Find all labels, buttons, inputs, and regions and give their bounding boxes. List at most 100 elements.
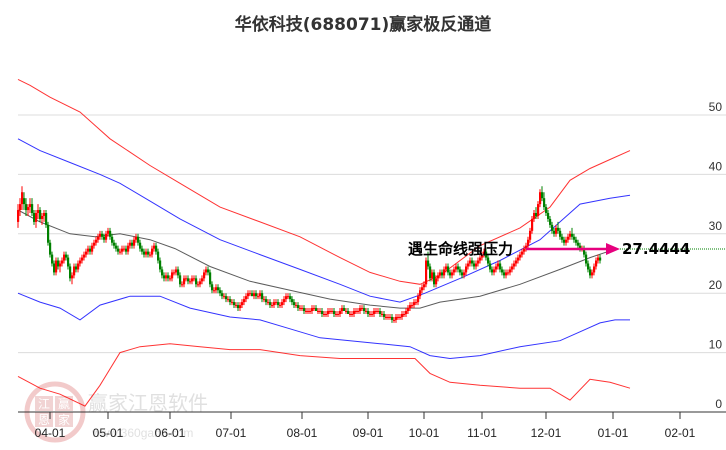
inner-upper-band-line [17, 138, 631, 303]
grid-lines [18, 114, 726, 354]
candle [245, 296, 248, 300]
candle [139, 242, 142, 249]
candle [481, 254, 484, 258]
candle [373, 311, 376, 314]
candle [147, 251, 150, 255]
candle [443, 269, 446, 276]
candle [143, 251, 146, 255]
candle [319, 311, 322, 313]
candle [595, 260, 598, 267]
candle [197, 284, 200, 286]
candle [21, 192, 24, 205]
candle [29, 204, 32, 208]
candle [357, 311, 360, 313]
x-tick-label: 06-01 [155, 426, 186, 440]
candle [365, 311, 368, 313]
candle [371, 313, 374, 315]
candle [255, 293, 258, 297]
candle [307, 311, 310, 313]
outer-lower-band-line [17, 343, 631, 407]
candle [209, 272, 212, 285]
candle [35, 213, 38, 222]
candle [89, 248, 92, 252]
candle [313, 308, 316, 310]
candle [525, 245, 528, 249]
candle [293, 302, 296, 306]
candle [475, 263, 478, 267]
candle [447, 266, 450, 273]
svg-text:赢: 赢 [58, 396, 70, 411]
candle [285, 296, 288, 300]
candle [225, 296, 228, 300]
candle [203, 272, 206, 279]
candle [237, 305, 240, 309]
candle [491, 269, 494, 273]
y-axis: 0 10 20 30 40 50 [709, 100, 723, 411]
candle [407, 308, 410, 312]
candle [81, 257, 84, 261]
candle [27, 207, 30, 211]
candle [155, 245, 158, 252]
candle [63, 254, 66, 261]
candle [297, 305, 300, 309]
candle [171, 272, 174, 279]
candle [33, 213, 36, 222]
candle [299, 308, 302, 310]
candle [569, 233, 572, 237]
candle [385, 316, 388, 318]
candle [175, 269, 178, 273]
candle [461, 272, 464, 276]
candle [163, 275, 166, 279]
candle [311, 308, 314, 312]
candle [97, 236, 100, 240]
y-tick-label: 40 [709, 159, 723, 173]
candle [501, 269, 504, 273]
candle [493, 269, 496, 273]
candle [103, 236, 106, 240]
x-axis: 04-01 05-01 06-01 07-01 08-01 09-01 10-01 11-01… [18, 411, 726, 440]
candle [87, 248, 90, 252]
candle [321, 311, 324, 314]
candle [511, 266, 514, 270]
candle [221, 293, 224, 297]
candle [587, 263, 590, 270]
y-tick-label: 20 [709, 278, 723, 292]
candle [593, 266, 596, 273]
x-tick-label: 01-01 [598, 426, 629, 440]
candle [317, 311, 320, 313]
candle [59, 263, 62, 267]
candle [251, 293, 254, 297]
candle [215, 287, 218, 291]
candle [395, 316, 398, 320]
candle [67, 257, 70, 267]
candle [229, 299, 232, 303]
candle [463, 272, 466, 276]
candle [239, 305, 242, 309]
candle [111, 236, 114, 243]
candle [565, 239, 568, 243]
candle [133, 239, 136, 246]
candle [327, 311, 330, 314]
candle [149, 254, 152, 256]
candle [531, 218, 534, 231]
candle [125, 248, 128, 252]
candle [423, 284, 426, 288]
candle [589, 269, 592, 276]
candle [405, 311, 408, 314]
candle [415, 302, 418, 304]
x-tick-label: 10-01 [409, 426, 440, 440]
candle [557, 227, 560, 231]
candle [19, 204, 22, 211]
candle [23, 198, 26, 205]
candle [267, 302, 270, 304]
inner-lower-band-line [17, 292, 630, 360]
candle [537, 204, 540, 216]
x-tick-label: 05-01 [93, 426, 124, 440]
candle [121, 248, 124, 252]
candle [185, 278, 188, 280]
candle [341, 308, 344, 312]
candle [53, 263, 56, 273]
candle [555, 227, 558, 234]
candle [75, 266, 78, 270]
